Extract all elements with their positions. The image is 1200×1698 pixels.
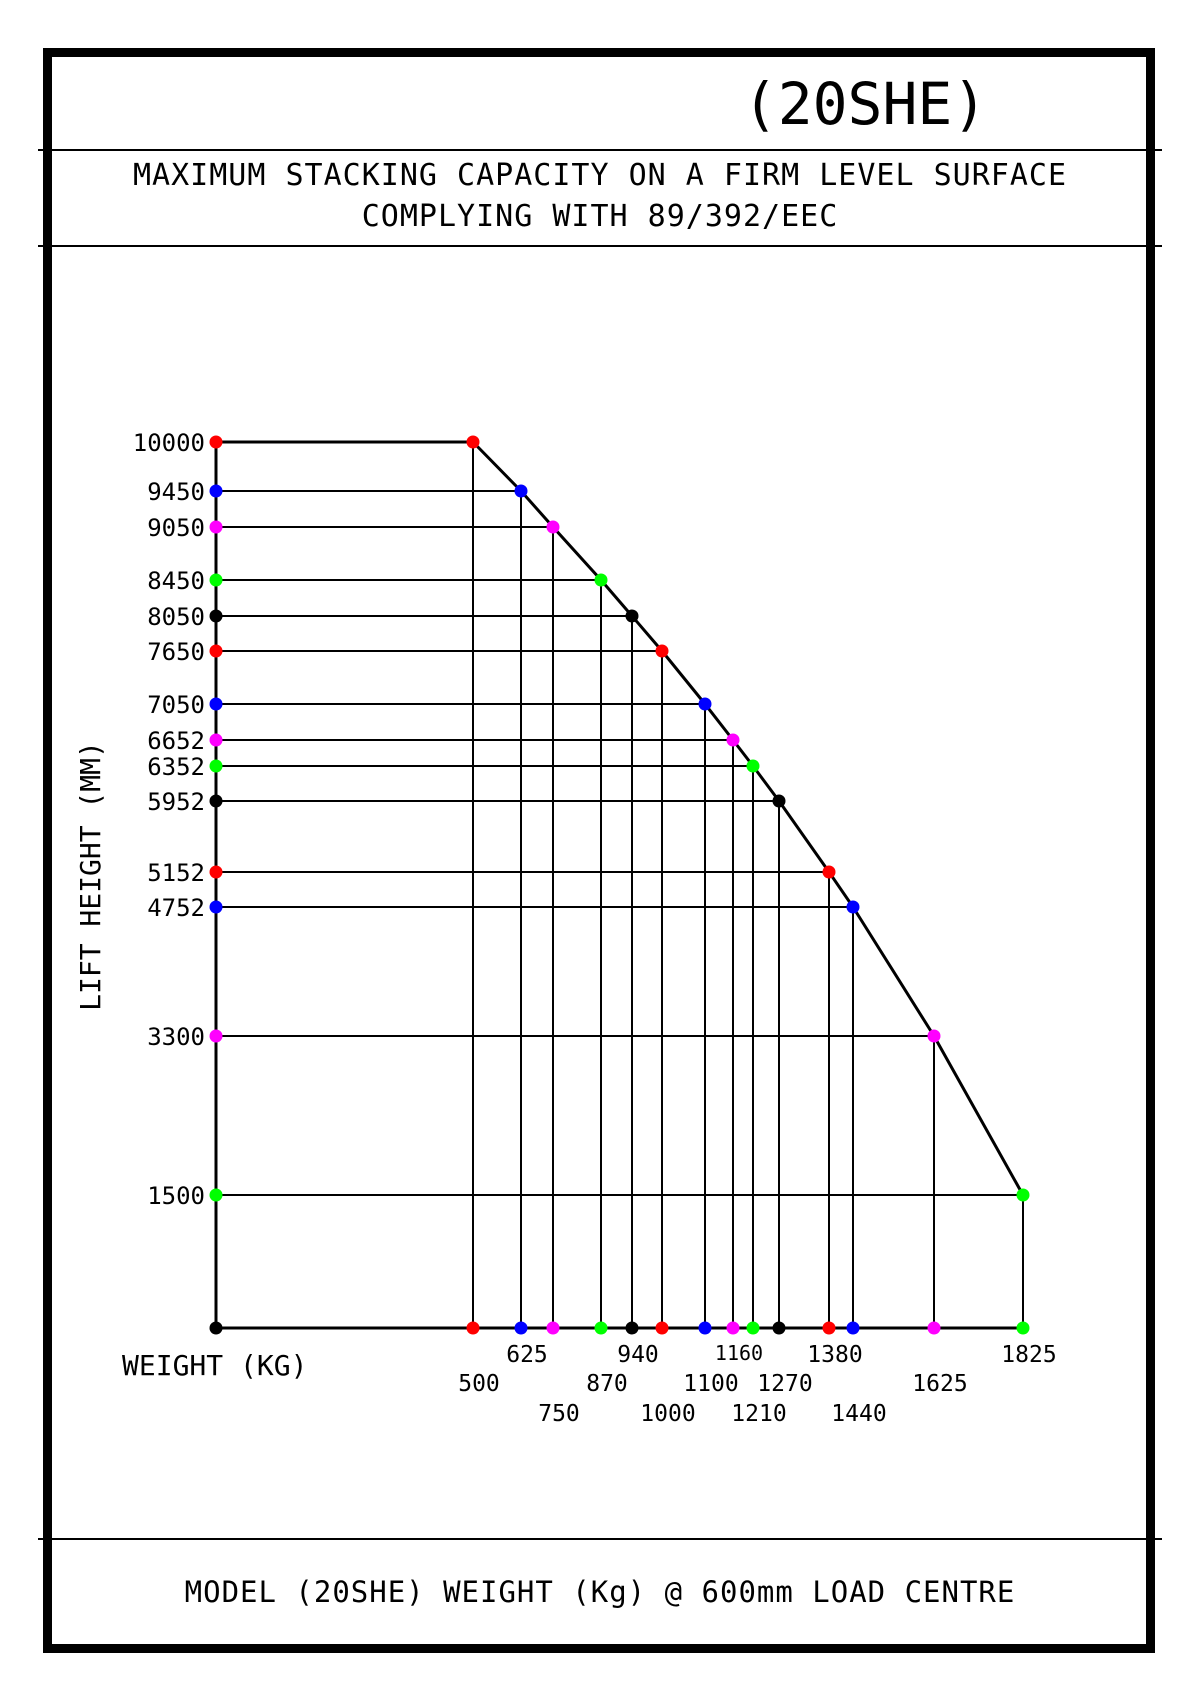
- y-tick-label-3300: 3300: [147, 1023, 205, 1051]
- footer-divider: [38, 1538, 1162, 1540]
- chart-frame: [43, 48, 1155, 1653]
- y-tick-label-10000: 10000: [133, 429, 205, 457]
- footer-text: MODEL (20SHE) WEIGHT (Kg) @ 600mm LOAD C…: [184, 1575, 1016, 1609]
- curve-point-870: [594, 573, 608, 587]
- x-axis-point-1625: [927, 1321, 941, 1335]
- x-axis-point-500: [466, 1321, 480, 1335]
- x-tick-label-1100: 1100: [683, 1371, 738, 1397]
- x-axis-point-1100: [698, 1321, 712, 1335]
- y-tick-label-7650: 7650: [147, 638, 205, 666]
- x-tick-label-1160: 1160: [715, 1341, 763, 1365]
- subtitle-divider: [38, 245, 1162, 247]
- x-tick-label-1270: 1270: [757, 1371, 812, 1397]
- chart-gridlines: [216, 441, 1024, 1328]
- x-axis-label: WEIGHT (KG): [122, 1349, 307, 1382]
- x-tick-label-1210: 1210: [731, 1401, 786, 1427]
- x-axis-point-1380: [822, 1321, 836, 1335]
- y-tick-label-5152: 5152: [147, 859, 205, 887]
- model-title: (20SHE): [742, 70, 988, 138]
- x-tick-label-940: 940: [617, 1342, 659, 1368]
- y-tick-label-8450: 8450: [147, 567, 205, 595]
- y-axis-point-5152: [209, 865, 223, 879]
- curve-point-1270: [772, 794, 786, 808]
- curve-point-1100: [698, 697, 712, 711]
- x-tick-label-1825: 1825: [1001, 1342, 1056, 1368]
- y-tick-label-6352: 6352: [147, 753, 205, 781]
- curve-point-1160: [726, 733, 740, 747]
- chart-axes: [209, 442, 1023, 1335]
- origin-point: [209, 1321, 223, 1335]
- curve-point-1825: [1016, 1188, 1030, 1202]
- y-axis-point-9050: [209, 520, 223, 534]
- x-axis-point-1270: [772, 1321, 786, 1335]
- y-axis-label: LIFT HEIGHT (MM): [74, 741, 107, 1011]
- y-axis-point-8450: [209, 573, 223, 587]
- y-tick-label-8050: 8050: [147, 603, 205, 631]
- y-axis-point-7050: [209, 697, 223, 711]
- y-axis-point-9450: [209, 484, 223, 498]
- subtitle-line-1: MAXIMUM STACKING CAPACITY ON A FIRM LEVE…: [132, 158, 1067, 193]
- curve-point-500: [466, 435, 480, 449]
- curve-point-1210: [746, 759, 760, 773]
- y-axis-point-10000: [209, 435, 223, 449]
- curve-point-1440: [846, 900, 860, 914]
- x-tick-label-625: 625: [506, 1342, 548, 1368]
- y-axis-point-5952: [209, 794, 223, 808]
- x-tick-label-1000: 1000: [640, 1401, 695, 1427]
- chart-curve: [216, 440, 1025, 1196]
- y-tick-label-5952: 5952: [147, 788, 205, 816]
- y-axis-point-6652: [209, 733, 223, 747]
- x-axis-point-625: [514, 1321, 528, 1335]
- x-tick-label-750: 750: [538, 1401, 580, 1427]
- x-axis-point-1000: [655, 1321, 669, 1335]
- curve-point-625: [514, 484, 528, 498]
- x-axis-point-1825: [1016, 1321, 1030, 1335]
- y-tick-label-6652: 6652: [147, 727, 205, 755]
- y-tick-label-4752: 4752: [147, 894, 205, 922]
- x-axis-point-940: [625, 1321, 639, 1335]
- x-tick-label-1440: 1440: [831, 1401, 886, 1427]
- y-axis-point-6352: [209, 759, 223, 773]
- x-tick-label-1380: 1380: [807, 1342, 862, 1368]
- y-axis-point-7650: [209, 644, 223, 658]
- x-axis-point-750: [546, 1321, 560, 1335]
- x-axis-point-1210: [746, 1321, 760, 1335]
- capacity-curve: [216, 440, 1025, 1196]
- y-tick-label-9050: 9050: [147, 514, 205, 542]
- x-axis-point-1440: [846, 1321, 860, 1335]
- curve-point-1380: [822, 865, 836, 879]
- y-axis-point-1500: [209, 1188, 223, 1202]
- y-tick-label-1500: 1500: [147, 1182, 205, 1210]
- x-tick-label-870: 870: [586, 1371, 628, 1397]
- curve-point-1625: [927, 1029, 941, 1043]
- x-axis-point-1160: [726, 1321, 740, 1335]
- x-axis-point-870: [594, 1321, 608, 1335]
- y-tick-label-9450: 9450: [147, 478, 205, 506]
- y-tick-label-7050: 7050: [147, 691, 205, 719]
- y-axis-point-4752: [209, 900, 223, 914]
- curve-point-940: [625, 609, 639, 623]
- x-tick-label-500: 500: [458, 1371, 500, 1397]
- header-divider: [38, 149, 1162, 151]
- subtitle-line-2: COMPLYING WITH 89/392/EEC: [361, 199, 839, 234]
- y-axis-point-3300: [209, 1029, 223, 1043]
- y-axis-point-8050: [209, 609, 223, 623]
- curve-point-1000: [655, 644, 669, 658]
- x-tick-label-1625: 1625: [912, 1371, 967, 1397]
- curve-point-750: [546, 520, 560, 534]
- chart-points: [209, 435, 1030, 1335]
